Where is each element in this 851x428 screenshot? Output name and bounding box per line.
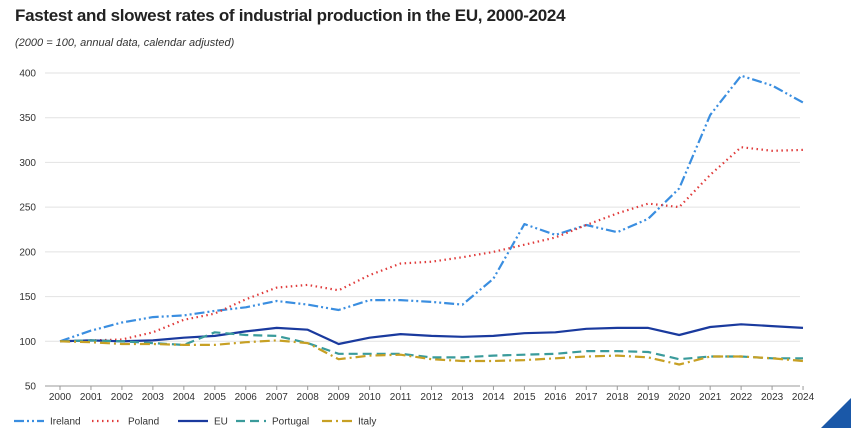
x-tick-label: 2005 bbox=[204, 392, 227, 403]
legend-label-ireland: Ireland bbox=[50, 417, 81, 428]
x-tick-label: 2020 bbox=[668, 392, 691, 403]
legend-label-italy: Italy bbox=[358, 417, 376, 428]
x-tick-label: 2000 bbox=[49, 392, 72, 403]
x-tick-label: 2015 bbox=[513, 392, 536, 403]
x-tick-label: 2014 bbox=[482, 392, 505, 403]
y-tick-label: 100 bbox=[19, 337, 36, 348]
series-line-poland bbox=[59, 146, 804, 343]
legend-label-eu: EU bbox=[214, 417, 228, 428]
y-tick-label: 300 bbox=[19, 158, 36, 169]
x-tick-label: 2010 bbox=[358, 392, 381, 403]
series-line-italy bbox=[59, 339, 804, 366]
x-tick-label: 2006 bbox=[235, 392, 258, 403]
y-tick-label: 250 bbox=[19, 203, 36, 214]
corner-decoration bbox=[821, 398, 851, 428]
x-tick-label: 2022 bbox=[730, 392, 753, 403]
x-tick-label: 2012 bbox=[420, 392, 443, 403]
x-tick-label: 2018 bbox=[606, 392, 629, 403]
y-tick-label: 150 bbox=[19, 292, 36, 303]
x-tick-label: 2023 bbox=[761, 392, 784, 403]
x-tick-label: 2021 bbox=[699, 392, 722, 403]
x-tick-label: 2013 bbox=[451, 392, 474, 403]
y-tick-label: 400 bbox=[19, 69, 36, 80]
x-tick-label: 2001 bbox=[80, 392, 103, 403]
series-line-eu bbox=[59, 323, 804, 346]
legend-label-poland: Poland bbox=[128, 417, 159, 428]
x-tick-label: 2003 bbox=[142, 392, 165, 403]
legend-label-portugal: Portugal bbox=[272, 417, 309, 428]
x-tick-label: 2024 bbox=[792, 392, 815, 403]
y-tick-label: 50 bbox=[25, 382, 37, 393]
x-tick-label: 2002 bbox=[111, 392, 134, 403]
series-line-ireland bbox=[59, 74, 804, 343]
x-tick-label: 2004 bbox=[173, 392, 196, 403]
x-tick-label: 2019 bbox=[637, 392, 660, 403]
x-tick-label: 2007 bbox=[266, 392, 289, 403]
x-tick-label: 2009 bbox=[328, 392, 351, 403]
x-tick-label: 2016 bbox=[544, 392, 567, 403]
chart-title: Fastest and slowest rates of industrial … bbox=[15, 6, 566, 25]
y-tick-label: 200 bbox=[19, 247, 36, 258]
y-tick-label: 350 bbox=[19, 113, 36, 124]
chart-subtitle: (2000 = 100, annual data, calendar adjus… bbox=[15, 37, 235, 49]
x-tick-label: 2008 bbox=[297, 392, 320, 403]
x-tick-label: 2017 bbox=[575, 392, 598, 403]
x-tick-label: 2011 bbox=[390, 392, 412, 403]
